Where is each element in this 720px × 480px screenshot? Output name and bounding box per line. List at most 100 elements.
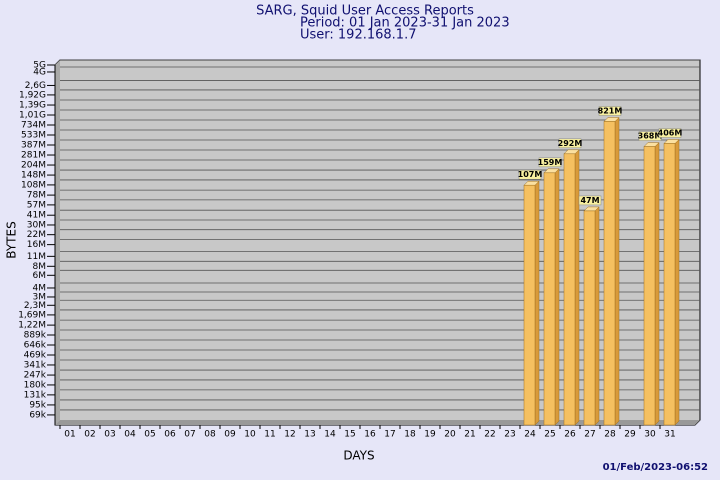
bar [523, 184, 536, 426]
y-tick-label: 2,3M [24, 301, 46, 311]
x-tick-label: 29 [624, 430, 636, 440]
value-label: 406M [658, 129, 683, 138]
value-label-box [558, 138, 582, 149]
y-tick-label: 131k [24, 390, 47, 400]
bar-side [534, 180, 540, 426]
y-tick-label: 95k [29, 400, 46, 410]
bar [603, 121, 616, 426]
value-label-box [658, 128, 682, 138]
y-tick-label: 4G [33, 67, 46, 77]
value-label: 159M [538, 158, 563, 167]
bar [543, 172, 556, 426]
x-tick-label: 08 [204, 430, 216, 440]
bar-side [654, 141, 660, 426]
y-tick-label: 247k [24, 371, 47, 381]
bar-side [674, 138, 680, 426]
y-tick-label: 646k [24, 340, 47, 350]
y-tick-label: 57M [27, 200, 46, 210]
y-tick-label: 1,69M [18, 310, 46, 320]
chart-title: SARG, Squid User Access Reports [256, 4, 474, 19]
y-axis-label: BYTES [5, 221, 19, 258]
x-tick-label: 18 [404, 430, 416, 440]
x-tick-label: 09 [224, 430, 236, 440]
value-label: 821M [598, 106, 623, 115]
x-tick-label: 17 [384, 430, 395, 440]
chart-user: User: 192.168.1.7 [300, 28, 416, 43]
y-tick-label: 1,01G [19, 111, 46, 121]
x-tick-label: 25 [544, 430, 555, 440]
value-label-box [578, 195, 602, 206]
x-tick-label: 16 [364, 430, 376, 440]
y-tick-label: 1,22M [18, 321, 46, 331]
y-tick-label: 204M [21, 161, 46, 171]
y-tick-label: 180k [24, 380, 47, 390]
x-tick-label: 03 [104, 430, 115, 440]
x-tick-label: 23 [504, 430, 515, 440]
y-tick-label: 3M [33, 292, 47, 302]
y-tick-label: 387M [21, 141, 46, 151]
value-label: 292M [558, 139, 583, 148]
y-tick-label: 16M [27, 240, 46, 250]
x-tick-label: 11 [264, 430, 275, 440]
y-tick-label: 11M [27, 252, 46, 262]
x-tick-label: 20 [444, 430, 456, 440]
y-tick-label: 6M [33, 271, 47, 281]
plot-side-wall [55, 60, 60, 425]
bar-side [554, 168, 560, 426]
x-tick-label: 31 [664, 430, 675, 440]
value-label-box [598, 106, 622, 116]
y-tick-label: 41M [27, 211, 46, 221]
y-tick-label: 22M [27, 230, 46, 240]
x-tick-label: 30 [644, 430, 656, 440]
y-tick-label: 1,39G [19, 101, 46, 111]
x-tick-label: 05 [144, 430, 155, 440]
bar-side [594, 206, 600, 426]
y-tick-label: 8M [33, 262, 47, 272]
bar [583, 210, 596, 426]
x-tick-label: 02 [84, 430, 95, 440]
y-tick-label: 5G [33, 61, 46, 71]
x-tick-label: 27 [584, 430, 595, 440]
y-tick-label: 889k [24, 331, 47, 341]
value-label: 368M [638, 132, 663, 141]
bar [563, 153, 576, 426]
y-tick-label: 2,6G [25, 81, 46, 91]
y-tick-label: 281M [21, 151, 46, 161]
x-tick-label: 14 [324, 430, 336, 440]
y-tick-label: 108M [21, 180, 46, 190]
x-tick-label: 24 [524, 430, 536, 440]
y-tick-label: 148M [21, 171, 46, 181]
x-axis-label: DAYS [343, 449, 374, 463]
x-tick-label: 10 [244, 430, 256, 440]
value-label-box [518, 169, 542, 180]
x-tick-label: 22 [484, 430, 495, 440]
y-tick-label: 469k [24, 351, 47, 361]
x-tick-label: 12 [284, 430, 295, 440]
x-tick-label: 21 [464, 430, 475, 440]
x-tick-label: 26 [564, 430, 576, 440]
value-label-box [538, 157, 562, 168]
x-tick-label: 04 [124, 430, 136, 440]
y-tick-label: 4M [33, 283, 47, 293]
x-tick-label: 15 [344, 430, 355, 440]
bar-side [614, 116, 620, 426]
y-tick-label: 533M [21, 131, 46, 141]
x-tick-label: 01 [64, 430, 75, 440]
plot-floor [55, 420, 700, 425]
y-tick-label: 734M [21, 120, 46, 130]
x-tick-label: 07 [184, 430, 195, 440]
y-tick-label: 78M [27, 191, 46, 201]
y-tick-label: 30M [27, 220, 46, 230]
y-tick-label: 69k [29, 410, 46, 420]
x-tick-label: 06 [164, 430, 176, 440]
x-tick-label: 19 [424, 430, 436, 440]
x-tick-label: 28 [604, 430, 616, 440]
bar [643, 146, 656, 426]
bar [663, 143, 676, 426]
x-tick-label: 13 [304, 430, 315, 440]
y-tick-label: 341k [24, 360, 47, 370]
value-label: 47M [580, 196, 599, 205]
bar-side [574, 149, 580, 426]
footer-date: 01/Feb/2023-06:52 [603, 462, 708, 473]
